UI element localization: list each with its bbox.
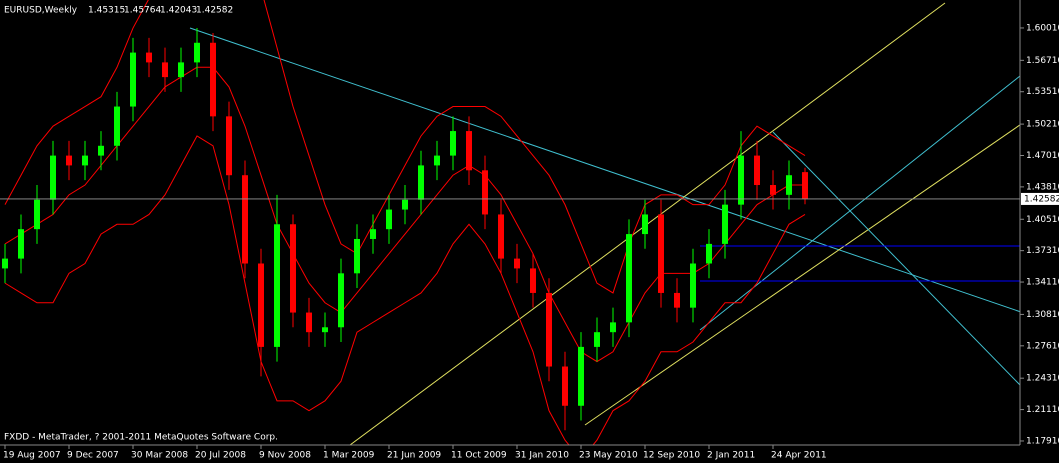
candle-body [722, 204, 728, 244]
high-value: 1.45764 [124, 6, 161, 16]
candle-body [258, 263, 264, 347]
x-tick-label: 24 Apr 2011 [771, 451, 827, 461]
candle-body [434, 155, 440, 166]
candle-body [34, 199, 40, 230]
candle-body [402, 199, 408, 210]
candle-body [530, 268, 536, 293]
y-tick-label: 1.24310 [1026, 374, 1059, 384]
x-tick-label: 11 Oct 2009 [451, 451, 507, 461]
candle-body [578, 346, 584, 406]
candle-body [290, 224, 296, 313]
candle-body [514, 258, 520, 269]
candle-body [370, 229, 376, 239]
candle-body [210, 42, 216, 117]
candle-body [466, 131, 472, 171]
candle-body [2, 258, 8, 269]
candle-body [162, 62, 168, 78]
x-tick-label: 9 Dec 2007 [67, 451, 119, 461]
y-tick-label: 1.27610 [1026, 341, 1059, 351]
candle-body [706, 243, 712, 264]
candle-body [738, 155, 744, 205]
candle-body [18, 229, 24, 259]
channel-line [699, 75, 1020, 331]
candle-body [562, 366, 568, 406]
x-tick-label: 30 Mar 2008 [131, 451, 188, 461]
x-tick-label: 1 Mar 2009 [323, 451, 375, 461]
y-tick-label: 1.56710 [1026, 56, 1059, 66]
band-middle [4, 66, 805, 363]
candle-body [354, 238, 360, 274]
candle-body [786, 175, 792, 195]
symbol: EURUSD,Weekly [4, 6, 78, 16]
candle-body [82, 155, 88, 166]
open-value: 1.45315 [88, 6, 125, 16]
price-label: 1.42582 [1024, 194, 1059, 204]
candle-body [386, 209, 392, 230]
candle-body [98, 145, 104, 156]
candle-body [274, 224, 280, 347]
y-tick-label: 1.50210 [1026, 120, 1059, 130]
candle-body [226, 116, 232, 176]
candle-body [450, 131, 456, 156]
band-lower [4, 135, 806, 445]
footer: FXDD - MetaTrader, ? 2001-2011 MetaQuote… [4, 433, 278, 443]
candle-body [242, 175, 248, 264]
channel-line [584, 124, 1020, 426]
candle-body [146, 52, 152, 63]
trend-line [189, 27, 1020, 313]
candle-body [306, 312, 312, 333]
y-tick-label: 1.21110 [1026, 405, 1059, 415]
x-tick-label: 2 Jan 2011 [707, 451, 755, 461]
y-tick-label: 1.40510 [1026, 215, 1059, 225]
candle-body [194, 42, 200, 63]
x-tick-label: 23 May 2010 [579, 451, 638, 461]
x-tick-label: 12 Sep 2010 [643, 451, 700, 461]
y-tick-label: 1.17910 [1026, 436, 1059, 446]
close-value: 1.42582 [196, 6, 233, 16]
candle-body [178, 62, 184, 78]
candle-body [610, 322, 616, 333]
candle-body [482, 170, 488, 215]
x-tick-label: 20 Jul 2008 [195, 451, 246, 461]
candle-body [690, 263, 696, 308]
candle-body [498, 214, 504, 259]
candle-body [642, 214, 648, 235]
candle-body [50, 155, 56, 200]
candle-body [770, 185, 776, 195]
trend-line [772, 131, 1020, 386]
x-tick-label: 9 Nov 2008 [259, 451, 311, 461]
y-tick-label: 1.34110 [1026, 278, 1059, 288]
candle-body [114, 106, 120, 146]
candle-body [130, 52, 136, 107]
candle-body [418, 165, 424, 200]
candle-body [754, 155, 760, 186]
y-tick-label: 1.53510 [1026, 87, 1059, 97]
low-value: 1.42043 [160, 6, 197, 16]
y-tick-label: 1.30810 [1026, 310, 1059, 320]
price-box [1021, 192, 1059, 205]
candle-body [546, 292, 552, 367]
candle-body [322, 327, 328, 333]
candle-body [658, 214, 664, 293]
x-tick-label: 19 Aug 2007 [3, 451, 61, 461]
candle-body [594, 332, 600, 347]
band-upper [4, 0, 806, 294]
x-tick-label: 31 Jan 2010 [515, 451, 569, 461]
candle-body [338, 273, 344, 328]
header: EURUSD,Weekly 1.45315 1.45764 1.42043 1.… [4, 6, 233, 16]
x-tick-label: 21 Jun 2009 [387, 451, 441, 461]
y-tick-label: 1.47010 [1026, 151, 1059, 161]
candle-body [626, 234, 632, 323]
y-tick-label: 1.37310 [1026, 246, 1059, 256]
y-tick-label: 1.43810 [1026, 182, 1059, 192]
candle-body [802, 172, 808, 199]
candle-body [674, 292, 680, 308]
candle-body [66, 155, 72, 166]
y-tick-label: 1.60010 [1026, 23, 1059, 33]
